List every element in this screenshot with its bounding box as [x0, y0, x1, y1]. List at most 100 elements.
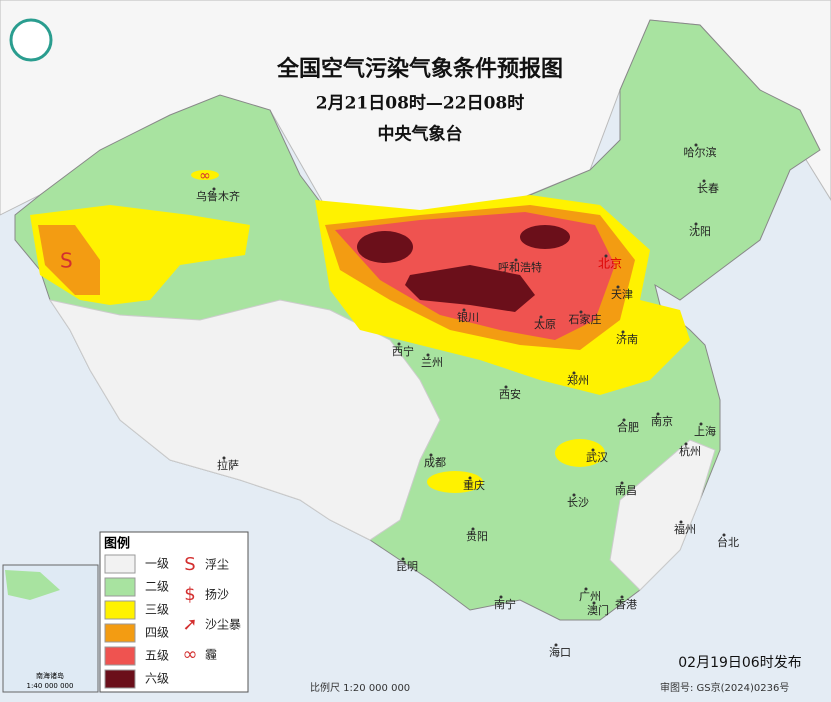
city-dot: [212, 187, 216, 191]
city-dot: [592, 601, 596, 605]
legend-swatch: [104, 554, 136, 574]
city-dot: [504, 385, 508, 389]
city-dot: [620, 595, 624, 599]
city-dot: [468, 476, 472, 480]
city-dot: [620, 481, 624, 485]
city-dot: [222, 456, 226, 460]
city-label: 长春: [697, 182, 719, 195]
inset-scale: 1:40 000 000: [27, 682, 74, 690]
city-label: 香港: [615, 598, 637, 611]
city-label: 西安: [499, 387, 521, 401]
city-dot: [462, 308, 466, 312]
dust-symbol: S: [60, 249, 73, 273]
legend-symbol: S: [184, 554, 195, 575]
city-dot: [694, 222, 698, 226]
level1-southeast: [609, 439, 716, 591]
city-dot: [604, 254, 608, 258]
city-dot: [722, 533, 726, 537]
city-label: 兰州: [421, 356, 443, 369]
city-label: 福州: [674, 522, 696, 536]
legend-symbol-label: 浮尘: [205, 558, 229, 572]
city-dot: [397, 342, 401, 346]
city-label: 太原: [534, 318, 556, 331]
issued: 02月19日06时发布: [678, 655, 801, 671]
legend-swatch: [104, 646, 136, 666]
city-label: 哈尔滨: [684, 145, 717, 159]
city-label: 北京: [598, 257, 622, 271]
city-label: 澳门: [587, 603, 609, 617]
city-dot: [684, 442, 688, 446]
city-dot: [572, 371, 576, 375]
legend-level: 四级: [145, 626, 169, 640]
legend-swatch: [104, 623, 136, 643]
legend-swatch: [104, 577, 136, 597]
city-label: 合肥: [617, 420, 639, 434]
subtitle: 2月21日08时—22日08时: [316, 94, 524, 114]
level3-chongqing: [427, 471, 483, 493]
city-label: 天津: [611, 288, 633, 301]
city-label: 贵阳: [466, 530, 488, 543]
city-dot: [554, 643, 558, 647]
legend-symbol: ∞: [183, 644, 198, 665]
legend-title: 图例: [104, 536, 130, 552]
city-label: 沈阳: [689, 224, 711, 238]
city-label: 南京: [651, 414, 673, 428]
inset-title: 南海诸岛: [36, 671, 64, 680]
review-number: 审图号: GS京(2024)0236号: [660, 681, 789, 694]
level4-xinjiang: [38, 225, 100, 295]
city-dot: [426, 353, 430, 357]
city-dot: [621, 330, 625, 334]
logo: [9, 18, 53, 62]
legend-level: 三级: [145, 603, 169, 617]
scale: 比例尺 1:20 000 000: [310, 681, 410, 694]
city-label: 西宁: [392, 344, 414, 358]
city-dot: [401, 557, 405, 561]
issuer: 中央气象台: [378, 124, 463, 145]
legend-symbol-label: 沙尘暴: [205, 618, 241, 632]
city-dot: [591, 448, 595, 452]
city-label: 台北: [717, 535, 739, 549]
level3-wuhan: [555, 439, 605, 467]
city-dot: [694, 143, 698, 147]
city-label: 广州: [579, 590, 601, 603]
city-label: 海口: [549, 645, 571, 659]
city-dot: [514, 258, 518, 262]
inset-land: [5, 570, 60, 600]
legend-swatch: [104, 600, 136, 620]
city-dot: [622, 418, 626, 422]
city-dot: [616, 285, 620, 289]
city-label: 南昌: [615, 484, 637, 497]
legend-symbol-label: 扬沙: [205, 587, 229, 602]
city-dot: [579, 310, 583, 314]
legend-swatch: [104, 669, 136, 689]
legend-level: 二级: [145, 580, 169, 594]
city-dot: [499, 595, 503, 599]
city-dot: [699, 422, 703, 426]
city-label: 昆明: [396, 560, 418, 573]
city-dot: [539, 315, 543, 319]
city-dot: [471, 527, 475, 531]
city-label: 杭州: [679, 444, 701, 458]
city-label: 拉萨: [217, 458, 239, 472]
level6-a: [357, 231, 413, 263]
city-label: 银川: [457, 310, 479, 324]
level6-b: [520, 225, 570, 249]
level3-urumqi: [191, 170, 219, 180]
city-label: 长沙: [567, 496, 589, 509]
city-dot: [584, 587, 588, 591]
city-label: 上海: [694, 424, 716, 438]
city-label: 南宁: [494, 597, 516, 611]
city-label: 武汉: [586, 451, 608, 464]
city-dot: [702, 179, 706, 183]
city-label: 呼和浩特: [498, 260, 542, 274]
legend-level: 五级: [145, 649, 169, 663]
legend-level: 六级: [145, 672, 169, 686]
city-dot: [429, 453, 433, 457]
level6-c: [405, 265, 535, 312]
city-label: 郑州: [567, 373, 589, 387]
legend-symbol: $: [184, 584, 195, 605]
city-label: 济南: [616, 332, 638, 346]
legend-level: 一级: [145, 557, 169, 571]
